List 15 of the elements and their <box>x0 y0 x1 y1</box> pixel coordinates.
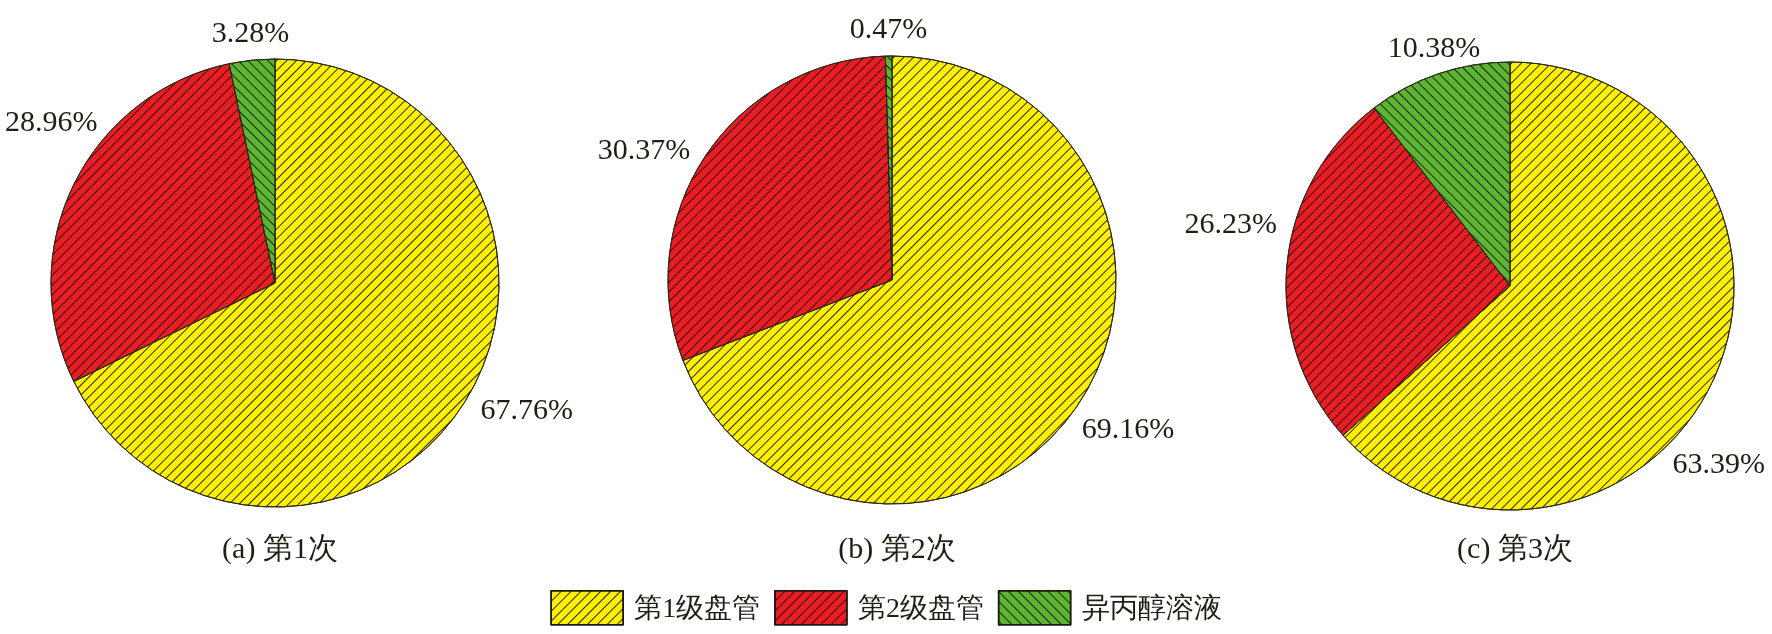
slice-label: (c) 第3次 <box>1457 530 1573 565</box>
data-label: 3.28% <box>211 15 290 49</box>
slice-label: (b) 第2次 <box>838 530 956 565</box>
data-label: 26.23% <box>1184 206 1278 240</box>
slice-label: (a) 第1次 <box>222 530 338 565</box>
data-label: 67.76% <box>480 392 573 426</box>
legend-label: 异丙醇溶液 <box>1081 592 1222 624</box>
data-label: 10.38% <box>1387 29 1481 63</box>
data-label: 0.47% <box>849 11 928 45</box>
data-label: 28.96% <box>5 104 98 138</box>
legend-label: 第2级盘管 <box>857 592 984 624</box>
data-label: 30.37% <box>597 131 691 165</box>
legend-label: 第1级盘管 <box>634 592 761 624</box>
data-label: 69.16% <box>1081 411 1175 445</box>
data-label: 63.39% <box>1672 446 1766 480</box>
